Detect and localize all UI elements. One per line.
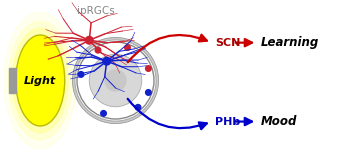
Ellipse shape bbox=[75, 40, 156, 121]
Ellipse shape bbox=[125, 45, 130, 50]
Text: Mood: Mood bbox=[261, 115, 297, 128]
Ellipse shape bbox=[89, 54, 142, 107]
Ellipse shape bbox=[101, 111, 106, 116]
Ellipse shape bbox=[4, 12, 77, 149]
Text: Learning: Learning bbox=[261, 36, 319, 49]
Ellipse shape bbox=[103, 57, 111, 65]
Ellipse shape bbox=[95, 47, 101, 53]
Text: PHb: PHb bbox=[215, 117, 240, 127]
Ellipse shape bbox=[77, 42, 154, 119]
Ellipse shape bbox=[146, 66, 151, 71]
Ellipse shape bbox=[85, 36, 93, 44]
Ellipse shape bbox=[78, 72, 84, 77]
Ellipse shape bbox=[72, 38, 159, 123]
Text: SCN: SCN bbox=[215, 38, 241, 48]
Text: Light: Light bbox=[24, 76, 56, 85]
Ellipse shape bbox=[135, 104, 141, 110]
Ellipse shape bbox=[146, 90, 151, 95]
Text: ipRGCs: ipRGCs bbox=[77, 6, 115, 16]
Ellipse shape bbox=[12, 28, 69, 133]
Ellipse shape bbox=[105, 70, 126, 91]
Ellipse shape bbox=[16, 35, 65, 126]
Ellipse shape bbox=[8, 21, 72, 140]
FancyBboxPatch shape bbox=[9, 68, 16, 93]
